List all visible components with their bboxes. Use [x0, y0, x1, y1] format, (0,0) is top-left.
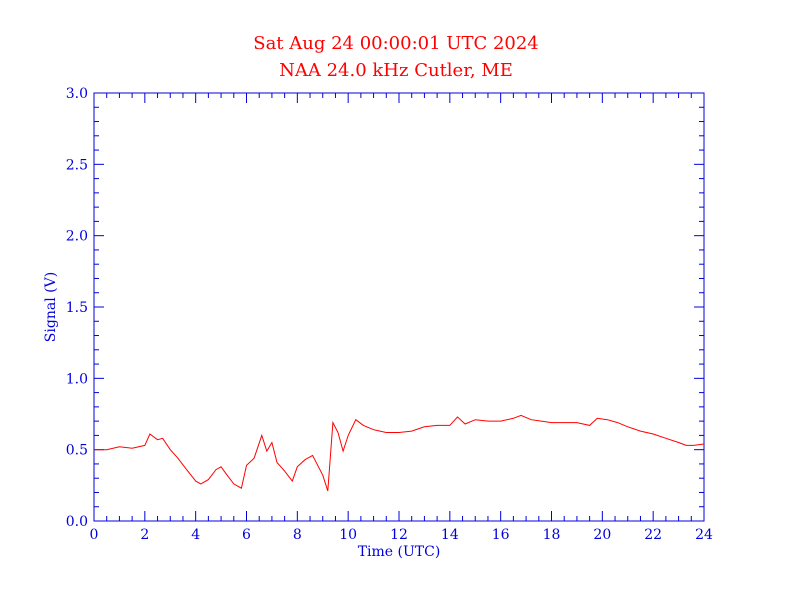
x-tick-label: 8 — [293, 527, 302, 543]
x-tick-label: 2 — [140, 527, 149, 543]
x-tick-label: 6 — [242, 527, 251, 543]
x-tick-label: 4 — [191, 527, 200, 543]
y-axis-label: Signal (V) — [43, 272, 59, 342]
x-tick-label: 18 — [543, 527, 561, 543]
y-tick-label: 3.0 — [66, 86, 88, 102]
y-tick-label: 2.5 — [66, 157, 88, 173]
axis-tick-labels: 0 2 4 6 8 10 12 14 16 18 20 22 240.00.51.01.52.02.53… — [66, 86, 713, 543]
y-tick-label: 0.0 — [66, 514, 88, 530]
axis-ticks — [93, 92, 705, 522]
chart-title-line2: NAA 24.0 kHz Cutler, ME — [279, 60, 513, 81]
x-tick-label: 0 — [90, 527, 99, 543]
x-tick-label: 16 — [492, 527, 510, 543]
x-tick-label: 12 — [390, 527, 408, 543]
chart-title-line1: Sat Aug 24 00:00:01 UTC 2024 — [253, 33, 539, 54]
x-axis-label: Time (UTC) — [358, 544, 441, 560]
x-tick-label: 22 — [644, 527, 662, 543]
y-tick-label: 1.5 — [66, 300, 88, 316]
y-tick-label: 0.5 — [66, 443, 88, 459]
y-tick-label: 2.0 — [66, 229, 88, 245]
x-tick-label: 24 — [695, 527, 713, 543]
x-tick-label: 20 — [593, 527, 611, 543]
y-tick-label: 1.0 — [66, 371, 88, 387]
x-tick-label: 10 — [339, 527, 357, 543]
plot-area — [93, 92, 705, 522]
x-tick-label: 14 — [441, 527, 459, 543]
series-line — [94, 414, 705, 492]
